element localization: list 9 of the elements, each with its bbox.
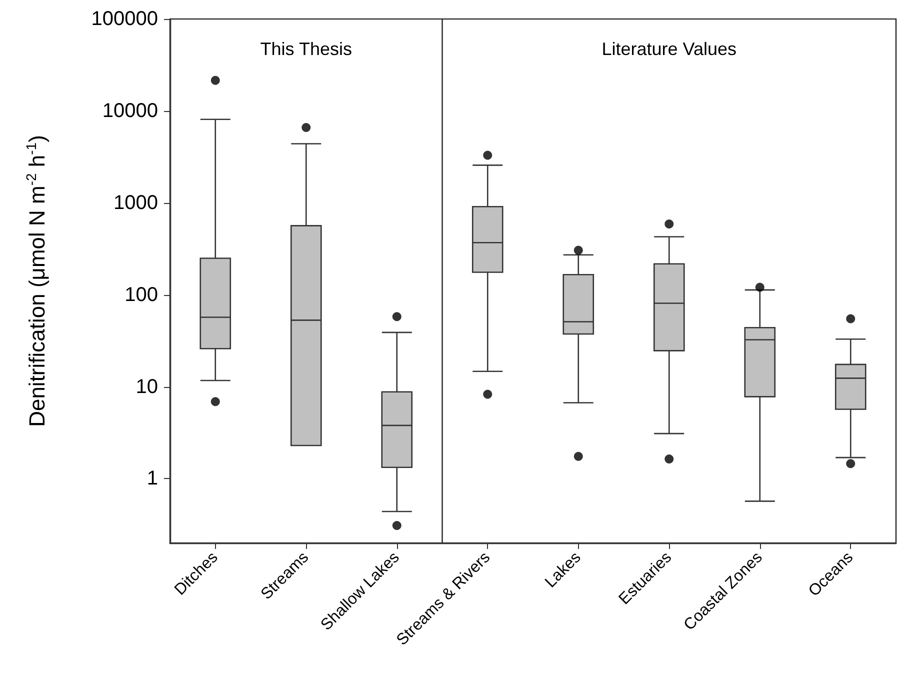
y-axis-title: Denitrification (μmol N m-2 h-1) [23,135,50,427]
y-tick-label: 100 [124,284,158,306]
y-tick-label: 10 [136,376,158,398]
y-tick-label: 100000 [91,8,158,30]
annotation: This Thesis [260,39,352,59]
y-tick-label: 10000 [102,100,158,122]
y-tick-label: 1000 [114,192,158,214]
y-tick-label: 1 [146,468,158,490]
annotation: Literature Values [602,39,736,59]
